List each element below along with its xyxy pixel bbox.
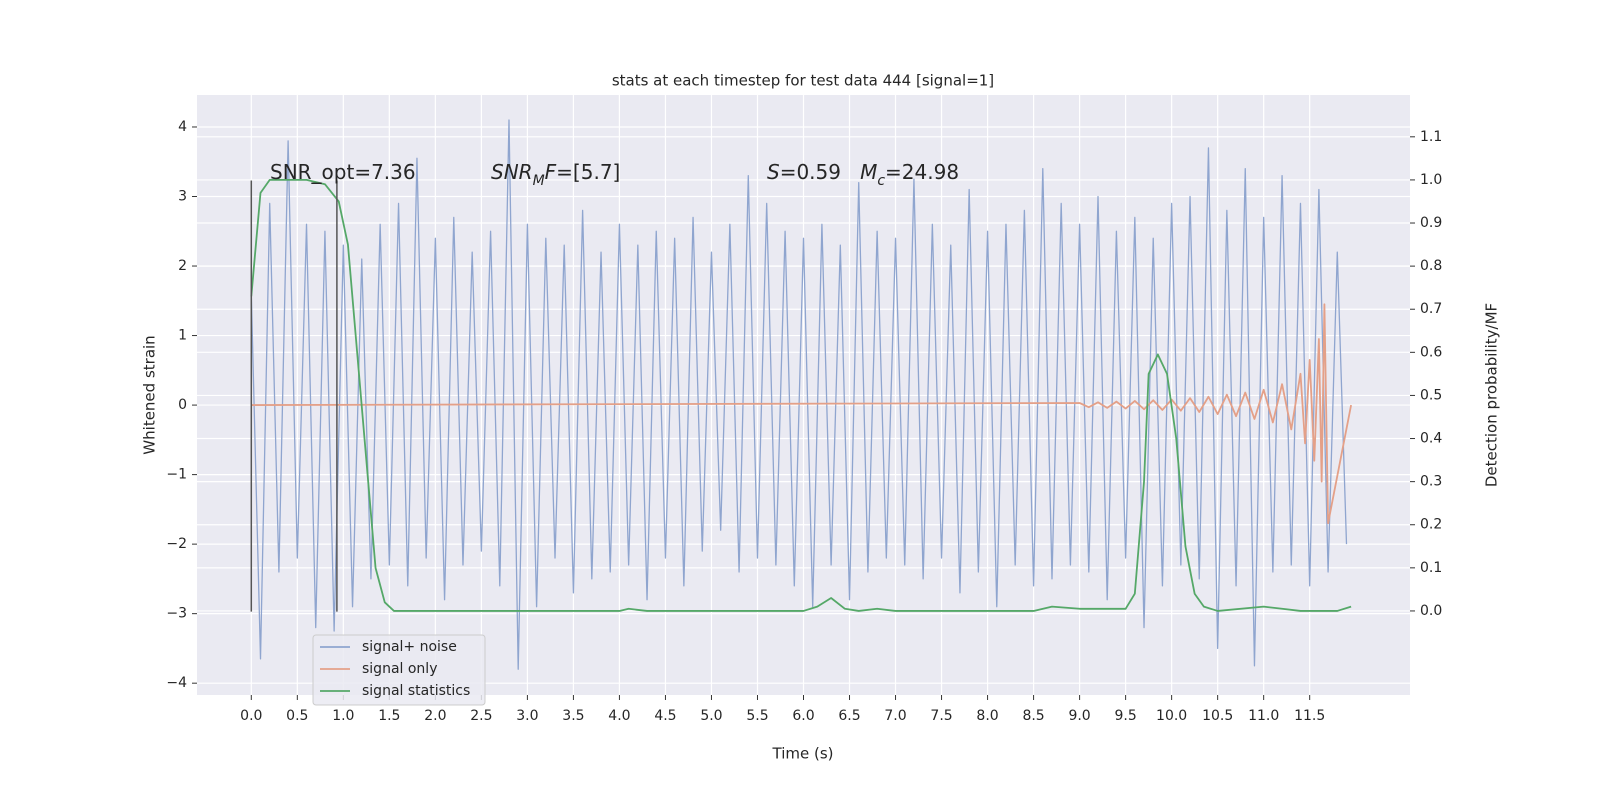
x-tick-label: 5.0 [700, 708, 722, 724]
y2-tick-label: 0.6 [1420, 344, 1442, 360]
y2-tick-label: 0.0 [1420, 603, 1442, 619]
annotation-part: =0.59 [780, 160, 860, 184]
annotation-part: =[5.7] [556, 160, 620, 184]
x-tick-label: 1.0 [332, 708, 354, 724]
y2-tick-label: 0.7 [1420, 301, 1442, 317]
x-tick-label: 11.0 [1248, 708, 1279, 724]
y2-tick-label: 0.4 [1420, 431, 1442, 447]
y2-tick-label: 0.2 [1420, 517, 1442, 533]
x-tick-label: 6.0 [792, 708, 814, 724]
y-tick-label: −4 [166, 675, 187, 691]
x-tick-label: 4.0 [608, 708, 630, 724]
x-tick-label: 4.5 [654, 708, 676, 724]
x-tick-label: 2.5 [470, 708, 492, 724]
x-tick-label: 3.5 [562, 708, 584, 724]
annotation-part: F [545, 160, 557, 184]
x-tick-label: 9.5 [1114, 708, 1136, 724]
x-tick-label: 10.5 [1202, 708, 1233, 724]
legend: signal+ noise signal only signal statistic… [312, 634, 486, 706]
annotation-part: =24.98 [885, 160, 959, 184]
y-tick-label: 1 [178, 328, 187, 344]
y2-tick-label: 0.3 [1420, 474, 1442, 490]
x-tick-label: 9.0 [1068, 708, 1090, 724]
x-tick-label: 10.0 [1156, 708, 1187, 724]
legend-label: signal statistics [362, 683, 470, 699]
series-line [250, 179, 1352, 612]
y-tick-label: −3 [166, 606, 187, 622]
y-tick-label: 3 [178, 189, 187, 205]
x-tick-label: 0.0 [240, 708, 262, 724]
y-tick-label: −1 [166, 467, 187, 483]
series-line [251, 303, 1352, 525]
x-tick-label: 6.5 [838, 708, 860, 724]
legend-box [312, 634, 486, 706]
x-tick-label: 7.0 [884, 708, 906, 724]
annotation-part: M [533, 173, 545, 189]
x-tick-label: 3.0 [516, 708, 538, 724]
x-tick-label: 0.5 [286, 708, 308, 724]
chart-title: stats at each timestep for test data 444… [612, 72, 994, 90]
annotation: SNRMF=[5.7] [491, 160, 620, 190]
y2-tick-label: 0.9 [1420, 215, 1442, 231]
y2-tick-label: 1.0 [1420, 172, 1442, 188]
x-tick-label: 2.0 [424, 708, 446, 724]
y2-tick-label: 0.8 [1420, 258, 1442, 274]
legend-label: signal+ noise [362, 639, 457, 655]
y2-tick-label: 0.5 [1420, 387, 1442, 403]
annotation: SNR_opt=7.36 [270, 160, 416, 184]
y-tick-label: −2 [166, 536, 187, 552]
x-tick-label: 11.5 [1294, 708, 1325, 724]
y-axis-label: Whitened strain [141, 335, 159, 454]
annotation-part: SNR_opt=7.36 [270, 160, 416, 184]
x-tick-label: 8.5 [1022, 708, 1044, 724]
y-tick-label: 4 [178, 119, 187, 135]
x-tick-label: 7.5 [930, 708, 952, 724]
x-tick-label: 8.0 [976, 708, 998, 724]
y-tick-label: 0 [178, 397, 187, 413]
x-tick-label: 5.5 [746, 708, 768, 724]
annotation-part: S [767, 160, 780, 184]
x-tick-label: 1.5 [378, 708, 400, 724]
annotation: S=0.59 Mc=24.98 [767, 160, 959, 190]
y2-axis-label: Detection probability/MF [1483, 303, 1501, 487]
annotation-part: M [860, 160, 877, 184]
series-line [250, 119, 1348, 670]
y-tick-label: 2 [178, 258, 187, 274]
annotation-part: SNR [491, 160, 533, 184]
annotation-part: c [877, 173, 885, 189]
legend-label: signal only [362, 661, 437, 677]
x-axis-label: Time (s) [772, 745, 834, 763]
y2-tick-label: 1.1 [1420, 129, 1442, 145]
y2-tick-label: 0.1 [1420, 560, 1442, 576]
